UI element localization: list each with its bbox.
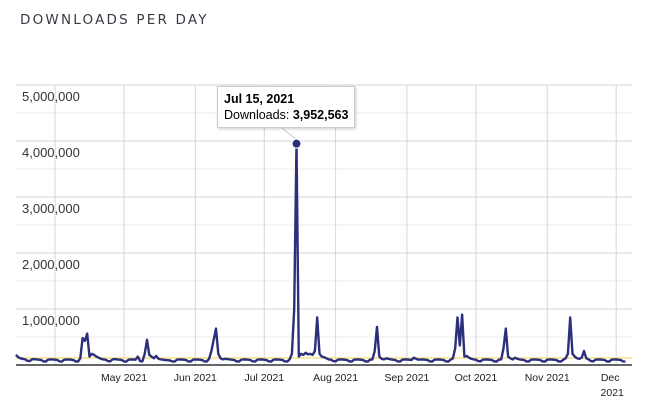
chart-title: DOWNLOADS PER DAY <box>20 12 209 28</box>
x-tick-label: May 2021 <box>101 372 147 384</box>
y-tick-label: 4,000,000 <box>22 145 80 160</box>
y-tick-label: 5,000,000 <box>22 89 80 104</box>
highlighted-data-point <box>291 138 302 149</box>
tooltip-pointer <box>281 127 297 141</box>
x-tick-label: Jul 2021 <box>244 372 284 384</box>
x-tick-label: Sep 2021 <box>384 372 429 384</box>
tooltip-date: Jul 15, 2021 <box>224 92 295 106</box>
x-tick-label-year: 2021 <box>601 387 625 399</box>
tooltip-label: Downloads: <box>224 108 290 122</box>
y-tick-label: 3,000,000 <box>22 201 80 216</box>
x-tick-label: Aug 2021 <box>313 372 358 384</box>
x-tick-label: Nov 2021 <box>525 372 570 384</box>
data-point-tooltip: Jul 15, 2021 Downloads: 3,952,563 <box>217 86 355 128</box>
y-tick-label: 2,000,000 <box>22 257 80 272</box>
x-tick-label: Dec <box>601 372 620 384</box>
y-tick-label: 1,000,000 <box>22 313 80 328</box>
x-tick-label: Oct 2021 <box>455 372 498 384</box>
downloads-series-line <box>15 142 626 363</box>
x-tick-label: Jun 2021 <box>174 372 217 384</box>
tooltip-value: 3,952,563 <box>292 108 349 122</box>
